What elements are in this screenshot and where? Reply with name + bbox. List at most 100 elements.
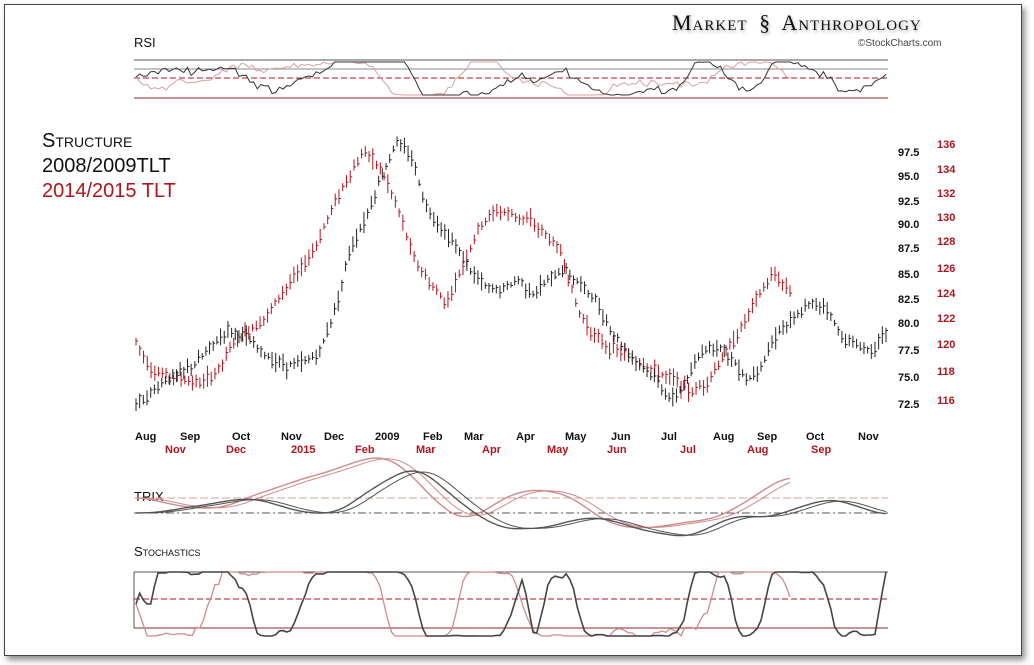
series-2014-bar <box>575 298 578 307</box>
series-2008-bar <box>308 354 311 364</box>
series-2014-bar <box>278 294 281 304</box>
series-2008-bar <box>881 326 885 345</box>
dna-helix-icon: § <box>759 10 772 35</box>
series-2008-bar <box>341 279 344 292</box>
x-tick-2014: Aug <box>747 444 768 456</box>
series-2008-bar <box>771 335 775 349</box>
series-2008-bar <box>859 341 863 352</box>
y-tick-2014: 118 <box>937 366 955 378</box>
series-2008-bar <box>609 326 613 336</box>
series-2008-bar <box>547 274 550 283</box>
legend-2014-series: 2014/2015 TLT <box>42 180 176 202</box>
y-tick-2008: 77.5 <box>898 345 919 357</box>
series-2014-bar <box>327 215 330 225</box>
series-2014-bar <box>763 282 766 292</box>
series-2014-bar <box>488 209 492 222</box>
series-2014-bar <box>135 337 138 346</box>
series-2014-bar <box>612 334 616 354</box>
series-2014-bar <box>740 321 744 333</box>
series-2014-bar <box>725 345 729 357</box>
series-2014-bar <box>594 327 597 343</box>
series-2008-bar <box>352 236 355 253</box>
series-2008-bar <box>249 335 252 344</box>
x-tick-2008: Feb <box>423 431 443 443</box>
series-2014-bar <box>214 367 217 380</box>
x-tick-2014: May <box>547 444 569 456</box>
series-2014-bar <box>443 297 447 310</box>
series-2014-bar <box>406 232 409 241</box>
series-2014-bar <box>789 285 792 297</box>
series-2014-bar <box>391 189 394 200</box>
series-2014-bar <box>537 222 541 238</box>
series-2008-bar <box>168 375 172 385</box>
series-2014-bar <box>672 368 676 387</box>
y-tick-2008: 87.5 <box>898 243 919 255</box>
series-2014-bar <box>398 208 402 218</box>
series-2014-bar <box>165 367 169 379</box>
series-2008-bar <box>565 262 569 275</box>
series-2008-bar <box>330 318 333 329</box>
series-2008-bar <box>617 333 620 343</box>
series-2008-bar <box>499 285 502 299</box>
series-2008-bar <box>760 361 763 372</box>
series-2008-bar <box>573 275 576 286</box>
series-2014-bar <box>579 310 582 318</box>
series-2008-bar <box>569 269 572 281</box>
y-tick-2014: 124 <box>937 288 956 300</box>
stochastics-2014-line <box>135 571 791 637</box>
series-2008-bar <box>720 344 723 352</box>
y-tick-2014: 116 <box>937 395 955 407</box>
x-tick-2008: May <box>565 431 587 443</box>
series-2008-bar <box>477 270 480 285</box>
stochastics-2008-line <box>135 571 887 637</box>
series-2008-bar <box>466 259 469 271</box>
series-2008-bar <box>278 355 282 368</box>
series-2014-bar <box>218 363 221 374</box>
y-tick-2008: 97.5 <box>898 147 919 159</box>
series-2008-bar <box>764 355 767 363</box>
series-2008-bar <box>153 384 157 395</box>
series-2008-bar <box>146 390 150 406</box>
series-2008-bar <box>642 365 646 373</box>
series-2014-bar <box>684 375 687 391</box>
series-2014-bar <box>323 223 326 230</box>
series-2014-bar <box>203 373 206 389</box>
series-2014-bar <box>586 314 590 336</box>
series-2014-bar <box>669 368 672 385</box>
series-2014-bar <box>259 316 263 329</box>
series-2008-bar <box>683 380 686 391</box>
series-2014-bar <box>560 243 563 257</box>
series-2008-bar <box>782 320 786 335</box>
series-2014-bar <box>665 370 668 384</box>
series-2014-bar <box>428 277 432 290</box>
series-2008-bar <box>209 341 212 355</box>
x-tick-2014: Jun <box>607 444 627 456</box>
series-2008-bar <box>595 293 598 303</box>
series-2008-bar <box>495 284 499 294</box>
series-2008-bar <box>157 381 161 394</box>
series-2008-bar <box>712 343 716 357</box>
series-2008-bar <box>326 322 330 338</box>
series-2014-bar <box>432 282 435 291</box>
series-2008-bar <box>701 344 705 359</box>
series-2014-bar <box>522 215 526 226</box>
x-tick-2008: Sep <box>757 431 777 443</box>
series-2008-bar <box>668 392 672 402</box>
series-2008-bar <box>323 338 326 344</box>
series-2014-bar <box>458 269 462 278</box>
series-2008-bar <box>650 372 653 381</box>
series-2008-bar <box>543 279 547 287</box>
series-2008-bar <box>532 290 536 298</box>
x-tick-2008: Nov <box>281 431 303 443</box>
series-2014-bar <box>755 290 759 307</box>
series-2014-bar <box>770 267 774 282</box>
series-2014-bar <box>319 228 323 244</box>
series-2008-bar <box>837 326 841 336</box>
series-2008-bar <box>823 298 826 314</box>
series-2014-bar <box>729 338 732 350</box>
series-2014-bar <box>473 234 477 245</box>
series-2008-bar <box>709 340 712 354</box>
series-2014-bar <box>345 175 349 188</box>
series-2014-bar <box>267 308 270 323</box>
stochastics-label: Stochastics <box>134 544 201 559</box>
